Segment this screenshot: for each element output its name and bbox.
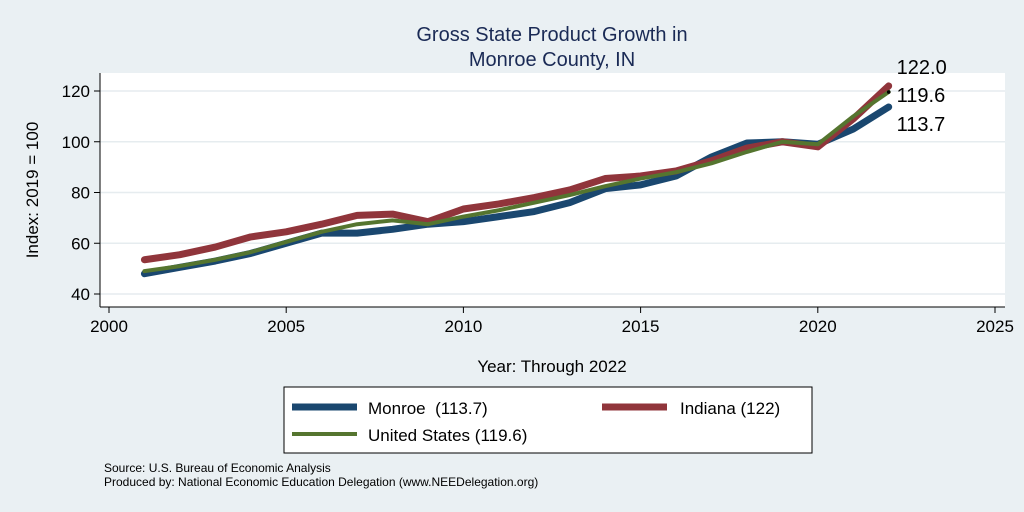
- legend-label-monroe: Monroe (113.7): [368, 399, 488, 418]
- y-tick-label: 100: [62, 133, 90, 152]
- end-labels: 113.7 122.0 119.6: [886, 57, 947, 136]
- legend-label-us: United States (119.6): [368, 426, 527, 445]
- x-tick-label: 2015: [622, 317, 660, 336]
- chart-title-line1: Gross State Product Growth in: [416, 24, 687, 46]
- series-lines: [140, 82, 893, 278]
- x-axis-label: Year: Through 2022: [477, 357, 626, 376]
- plot-area: [100, 73, 1005, 307]
- y-tick-label: 40: [71, 285, 90, 304]
- x-tick-label: 2005: [267, 317, 305, 336]
- end-label-2: 119.6: [897, 85, 946, 107]
- x-tick-label: 2000: [90, 317, 128, 336]
- end-label-0: 113.7: [897, 114, 946, 136]
- legend-label-indiana: Indiana (122): [680, 399, 780, 418]
- x-tick-label: 2025: [976, 317, 1014, 336]
- source-note: Source: U.S. Bureau of Economic Analysis: [104, 461, 331, 475]
- marker-dot: [886, 90, 891, 94]
- axes: 40 60 80 100 120 2000 2005 2010 2015 2020 2025: [62, 73, 1014, 336]
- y-tick-label: 60: [71, 234, 90, 253]
- y-axis-label: Index: 2019 = 100: [23, 122, 42, 259]
- chart-title-line2: Monroe County, IN: [469, 49, 635, 71]
- y-tick-label: 120: [62, 82, 90, 101]
- legend: Monroe (113.7) Indiana (122) United Stat…: [283, 386, 813, 454]
- x-tick-label: 2020: [799, 317, 837, 336]
- producer-note: Produced by: National Economic Education…: [104, 475, 539, 489]
- x-tick-label: 2010: [444, 317, 482, 336]
- y-tick-label: 80: [71, 184, 90, 203]
- end-label-1: 122.0: [897, 57, 947, 79]
- series-line-2: [142, 90, 891, 274]
